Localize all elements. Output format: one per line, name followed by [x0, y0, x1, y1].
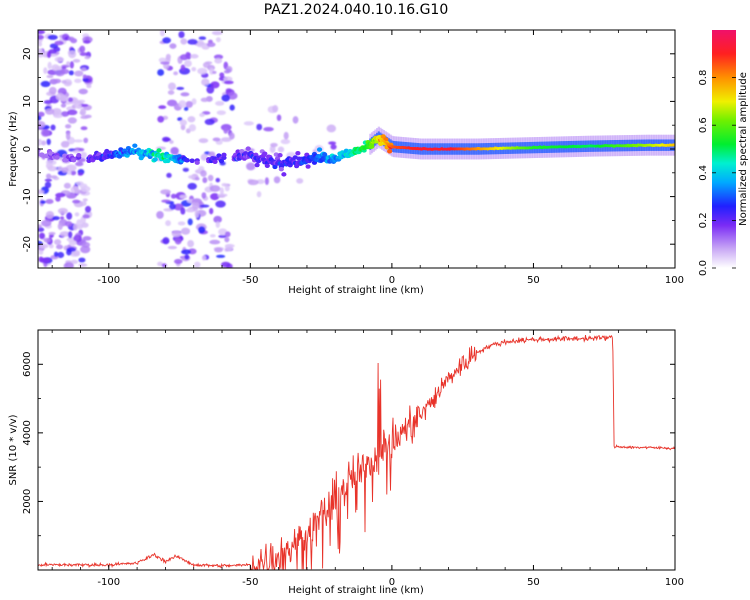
snr-ylabel: SNR (10 * v/v) [8, 414, 19, 485]
colorbar-tick-label: 0.6 [698, 117, 709, 133]
spectrogram-xtick-label: -50 [242, 275, 258, 286]
spectrogram-xlabel: Height of straight line (km) [288, 285, 424, 296]
snr-xtick-label: -50 [242, 577, 258, 588]
spectrogram-ridge [38, 126, 675, 177]
colorbar-tick-label: 0.4 [698, 165, 709, 181]
snr-x-axis: -100 -50 0 50 100 [51, 330, 684, 588]
spectrogram-xtick-label: 50 [527, 275, 540, 286]
snr-ytick-label: 4000 [22, 420, 33, 445]
spectrogram-ytick-label: -10 [22, 188, 33, 204]
colorbar-label: Normalized spectral amplitude [738, 72, 749, 226]
snr-panel: -100 -50 0 50 100 2000 4000 6000 Height of str… [8, 329, 684, 596]
spectrogram-noise [38, 30, 337, 268]
spectrogram-ytick-label: -20 [22, 236, 33, 252]
snr-xtick-label: 0 [389, 577, 395, 588]
spectrogram-xtick-label: 100 [665, 275, 684, 286]
spectrogram-xtick-label: 0 [389, 275, 395, 286]
snr-frame [37, 329, 676, 571]
figure-title: PAZ1.2024.040.10.16.G10 [264, 2, 449, 18]
snr-line [38, 334, 675, 570]
spectrogram-ylabel: Frequency (Hz) [8, 111, 19, 187]
snr-y-axis: 2000 4000 6000 [22, 329, 675, 537]
spectrogram-xtick-label: -100 [97, 275, 120, 286]
snr-ytick-label: 6000 [22, 352, 33, 377]
colorbar-gradient [712, 30, 736, 268]
spectrogram-ytick-label: 0 [22, 146, 33, 152]
colorbar: 0.0 0.2 0.4 0.6 0.8 Normalized spectral ampl… [698, 30, 749, 276]
spectrogram-x-axis: -100 -50 0 50 100 [51, 30, 684, 286]
colorbar-tick-label: 0.0 [698, 260, 709, 276]
colorbar-tick-label: 0.8 [698, 70, 709, 86]
spectrogram-y-axis: -20 -10 0 10 20 [22, 29, 675, 269]
snr-xtick-label: 100 [665, 577, 684, 588]
spectrogram-heatmap [38, 30, 675, 268]
snr-xtick-label: 50 [527, 577, 540, 588]
colorbar-tick-label: 0.2 [698, 212, 709, 228]
spectrogram-ytick-label: 10 [22, 95, 33, 108]
spectrogram-ytick-label: 20 [22, 47, 33, 60]
snr-xtick-label: -100 [97, 577, 120, 588]
colorbar-ticks: 0.0 0.2 0.4 0.6 0.8 [698, 70, 736, 276]
snr-xlabel: Height of straight line (km) [288, 585, 424, 596]
snr-ytick-label: 2000 [22, 489, 33, 514]
